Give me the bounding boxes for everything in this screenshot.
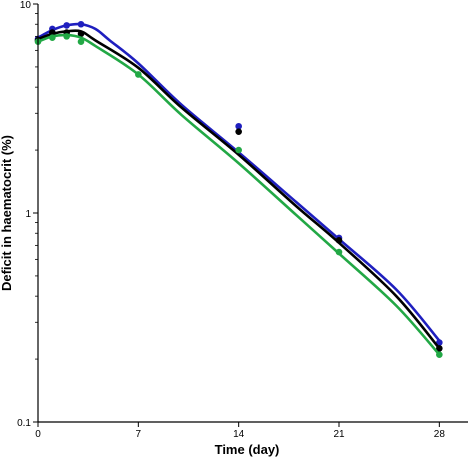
data-point [63, 22, 70, 29]
y-tick-label: 1 [25, 209, 31, 220]
x-tick-label: 14 [233, 429, 245, 440]
data-point [77, 38, 85, 46]
ticks: 0 7 14 21 28 0.1 1 10 [17, 0, 445, 440]
data-point [335, 237, 343, 244]
data-point [77, 20, 85, 28]
x-tick-label: 21 [333, 429, 345, 440]
data-point [49, 34, 56, 41]
x-tick-label: 7 [136, 429, 142, 440]
data-point [235, 128, 242, 135]
data-point [77, 30, 85, 38]
data-point [63, 33, 70, 40]
data-point [235, 146, 242, 154]
data-point [335, 248, 343, 256]
x-tick-label: 28 [434, 429, 446, 440]
series-1 [34, 29, 443, 352]
series-line [36, 22, 441, 342]
series-line [36, 33, 441, 356]
x-tick-label: 0 [35, 429, 41, 440]
data-point [49, 29, 56, 36]
x-axis-label: Time (day) [215, 442, 280, 457]
y-tick-label: 0.1 [17, 418, 31, 429]
data-point [436, 345, 443, 352]
data-point [436, 351, 443, 358]
y-axis-label: Deficit in haematocrit (%) [0, 135, 14, 291]
series-2 [34, 33, 443, 358]
series-layer [34, 20, 443, 358]
data-point [436, 339, 443, 346]
series-line [36, 29, 441, 350]
series-0 [34, 20, 443, 346]
y-tick-label: 10 [20, 0, 32, 11]
data-point [135, 71, 142, 78]
data-point [235, 122, 242, 130]
axes [37, 4, 468, 423]
